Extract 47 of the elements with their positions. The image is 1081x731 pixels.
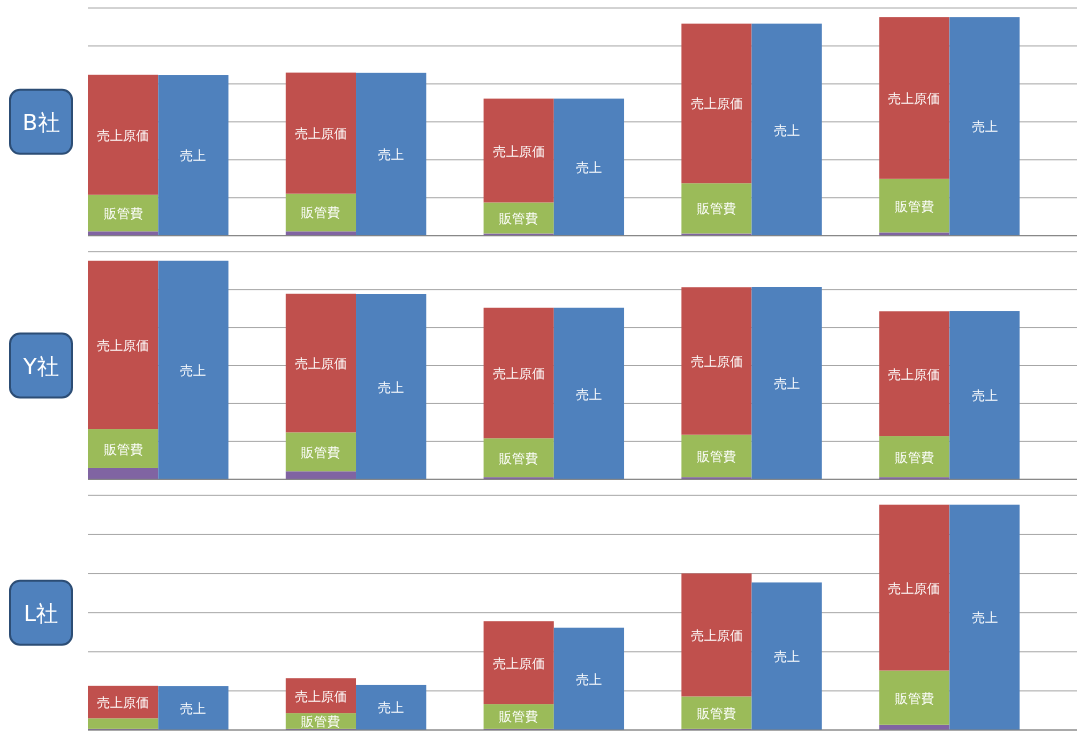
text: 売上原価: [492, 143, 545, 159]
text: 売上: [378, 147, 405, 163]
series-label: 販管費: [301, 713, 341, 729]
text: 売上: [773, 122, 800, 138]
text: 売上原価: [492, 655, 545, 671]
text: 売上原価: [492, 366, 545, 381]
series-label: 売上原価: [888, 366, 941, 382]
series-label: 売上: [575, 160, 602, 176]
text: 販管費: [301, 444, 341, 460]
text: 販管費: [103, 441, 143, 457]
text: 販管費: [697, 448, 737, 464]
text: 売上: [971, 610, 998, 626]
text: 売上原価: [294, 126, 347, 142]
text: 売上原価: [97, 127, 150, 143]
text: 販管費: [499, 709, 539, 725]
text: 販管費: [894, 449, 934, 465]
text: 販管費: [103, 206, 143, 222]
series-label: 売上原価: [97, 695, 150, 711]
text: 売上原価: [690, 627, 743, 643]
text: 売上原価: [97, 337, 150, 353]
text: 販管費: [894, 690, 934, 706]
text: 販管費: [301, 205, 341, 221]
text: 売上原価: [690, 96, 743, 112]
series-label: 販管費: [499, 450, 539, 466]
text: 売上原価: [294, 356, 347, 372]
text: 売上: [180, 148, 207, 164]
text: 売上: [575, 671, 602, 687]
series-label: 販管費: [499, 210, 539, 226]
text: 売上: [773, 376, 800, 392]
text: 売上: [378, 379, 405, 395]
series-label: 売上: [180, 701, 207, 717]
text: 売上: [971, 119, 998, 135]
series-label: 売上原価: [888, 90, 941, 106]
text: 売上: [971, 388, 998, 404]
series-label: 売上: [575, 386, 602, 402]
text: B社: [22, 109, 60, 135]
text: 売上原価: [690, 353, 743, 369]
text: 販管費: [894, 198, 934, 214]
text: 売上: [378, 700, 405, 716]
text: 売上原価: [888, 580, 941, 596]
text: 売上原価: [294, 688, 347, 704]
text: 売上: [180, 363, 207, 379]
text: 販管費: [697, 201, 737, 217]
text: Y社: [22, 353, 59, 379]
text: 売上: [773, 649, 800, 665]
text: L社: [23, 600, 59, 626]
text: 販管費: [697, 705, 737, 721]
